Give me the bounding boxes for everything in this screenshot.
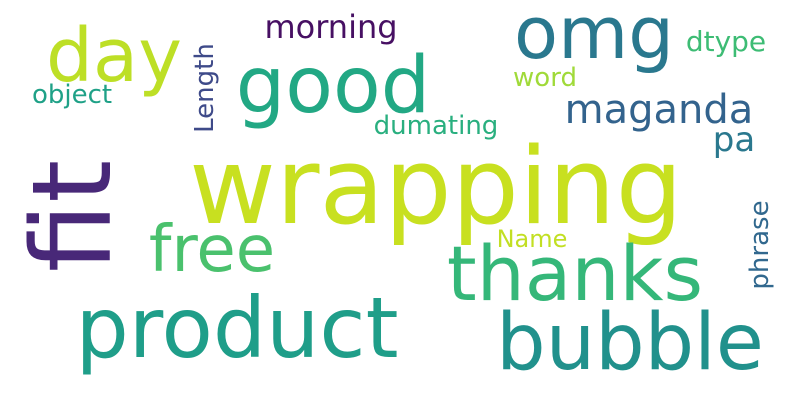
word-dumating: dumating	[373, 111, 499, 141]
word-product: product	[75, 279, 399, 377]
word-Name: Name	[496, 225, 568, 253]
word-bubble: bubble	[496, 298, 764, 388]
word-object: object	[31, 80, 113, 110]
word-maganda: maganda	[564, 87, 754, 133]
word-phrase: phrase	[745, 200, 775, 290]
word-good: good	[235, 41, 431, 131]
word-fit: fit	[8, 159, 136, 273]
word-word: word	[513, 63, 577, 93]
word-pa: pa	[712, 120, 756, 160]
word-thanks: thanks	[446, 229, 704, 318]
word-wrapping: wrapping	[189, 125, 683, 248]
word-free: free	[148, 213, 276, 287]
word-morning: morning	[264, 8, 398, 46]
word-day: day	[45, 13, 183, 99]
word-dtype: dtype	[685, 25, 767, 58]
word-omg: omg	[514, 0, 674, 75]
word-Length: Length	[190, 43, 220, 133]
